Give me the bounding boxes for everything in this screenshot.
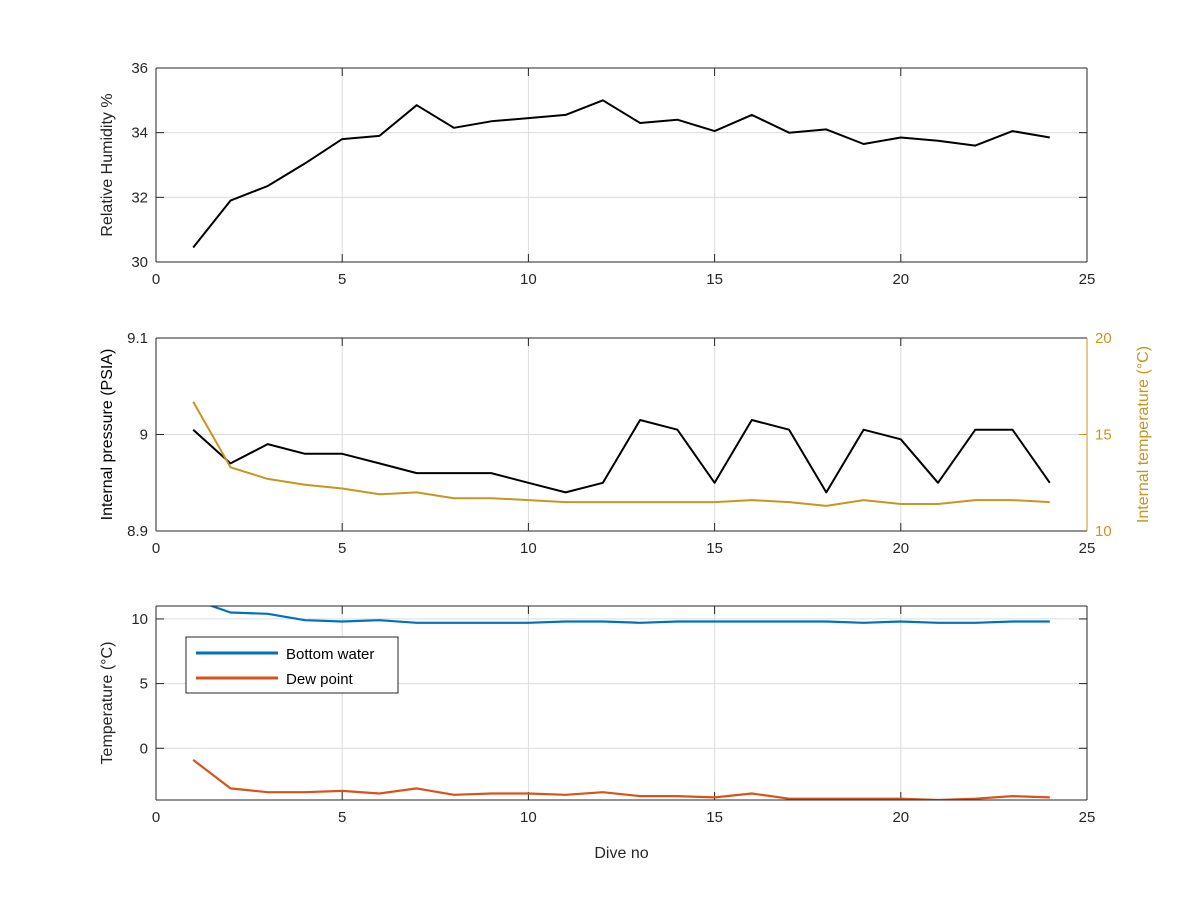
- y-axis-label: Relative Humidity %: [99, 93, 116, 236]
- x-tick-label: 10: [520, 271, 537, 288]
- x-tick-label: 0: [152, 271, 160, 288]
- y-axis-label: Temperature (°C): [99, 642, 116, 765]
- y-tick-label: 9.1: [127, 330, 148, 347]
- legend-entry: Bottom water: [286, 646, 374, 663]
- legend-entry: Dew point: [286, 671, 354, 688]
- x-tick-label: 20: [892, 809, 909, 826]
- x-tick-label: 15: [706, 540, 723, 557]
- x-tick-label: 5: [338, 540, 346, 557]
- series-line-dew-point: [192, 759, 1050, 800]
- plot-area: [156, 606, 1087, 800]
- y-right-tick-label: 15: [1095, 427, 1112, 444]
- y-right-tick-label: 20: [1095, 330, 1112, 347]
- y-tick-label: 9: [140, 427, 148, 444]
- subplot-1: 0 5 10 15 20 25 30 32 34 36 Relative Humidity %: [99, 60, 1095, 288]
- subplot-3: 0 5 10 15 20 25 0 5 10 Temperature (°C) Dive no Bot…: [99, 605, 1096, 862]
- x-tick-label: 15: [706, 809, 723, 826]
- series-line-bottom-water: [208, 606, 1050, 624]
- x-tick-label: 25: [1079, 540, 1096, 557]
- series-line-main: [192, 99, 1050, 249]
- y-tick-label: 0: [140, 740, 148, 757]
- x-tick-label: 0: [152, 540, 160, 557]
- x-tick-label: 10: [520, 540, 537, 557]
- plot-area: [156, 68, 1087, 262]
- series-line-right: [192, 401, 1050, 507]
- x-tick-label: 10: [520, 809, 537, 826]
- y-tick-label: 10: [131, 611, 148, 628]
- series-line-left: [192, 419, 1051, 494]
- x-tick-label: 25: [1079, 271, 1096, 288]
- y-tick-label: 36: [131, 60, 148, 77]
- x-tick-label: 20: [892, 271, 909, 288]
- legend-box: [185, 636, 399, 694]
- x-tick-label: 20: [892, 540, 909, 557]
- y-tick-label: 34: [131, 125, 148, 142]
- x-axis-label: Dive no: [594, 845, 648, 862]
- x-tick-label: 25: [1079, 809, 1096, 826]
- subplot-2: 0 5 10 15 20 25 8.9 9 9.1 10 15 20 Internal pressure…: [99, 330, 1152, 557]
- y-tick-label: 5: [140, 676, 148, 693]
- legend: Bottom water Dew point: [185, 636, 399, 694]
- y-right-tick-label: 10: [1095, 523, 1112, 540]
- x-tick-label: 5: [338, 271, 346, 288]
- x-tick-label: 5: [338, 809, 346, 826]
- x-tick-label: 0: [152, 809, 160, 826]
- y-tick-label: 8.9: [127, 523, 148, 540]
- y-tick-label: 30: [131, 254, 148, 271]
- y-right-axis-label: Internal temperature (°C): [1135, 346, 1152, 523]
- y-tick-label: 32: [131, 189, 148, 206]
- x-tick-label: 15: [706, 271, 723, 288]
- y-axis-label: Internal pressure (PSIA): [99, 349, 116, 521]
